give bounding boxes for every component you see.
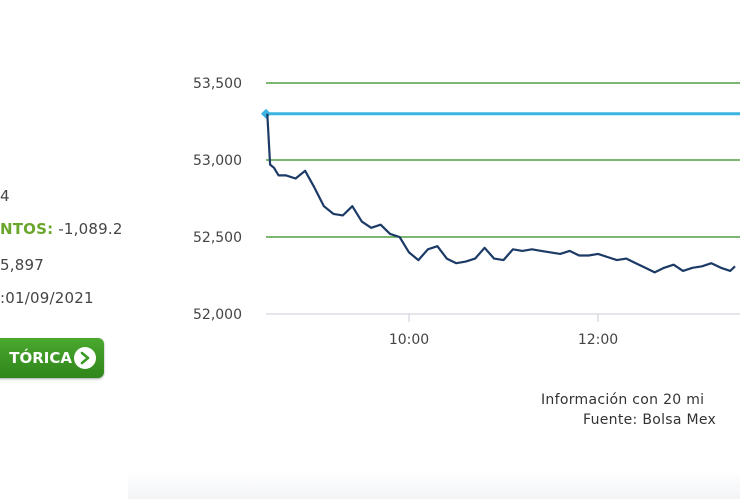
summary-line-3: 5,897 bbox=[0, 256, 44, 274]
reference-marker bbox=[261, 108, 271, 119]
summary-date-value: :01/09/2021 bbox=[0, 289, 94, 307]
y-tick-label: 52,000 bbox=[193, 307, 242, 323]
x-tick-label: 12:00 bbox=[578, 332, 618, 348]
bottom-band bbox=[128, 470, 740, 499]
delay-note: Información con 20 mi bbox=[541, 392, 705, 408]
summary-points: NTOS: -1,089.2 bbox=[0, 220, 123, 238]
points-value: -1,089.2 bbox=[53, 220, 123, 238]
y-tick-label: 52,500 bbox=[193, 230, 242, 246]
summary-line-1-value: 4 bbox=[0, 187, 10, 205]
points-label: NTOS: bbox=[0, 220, 54, 238]
source-note: Fuente: Bolsa Mex bbox=[583, 412, 717, 428]
summary-line-3-value: 5,897 bbox=[0, 256, 44, 274]
history-button[interactable]: TÓRICA bbox=[0, 338, 104, 378]
summary-date: :01/09/2021 bbox=[0, 289, 94, 307]
y-tick-label: 53,000 bbox=[193, 153, 242, 169]
x-tick-label: 10:00 bbox=[389, 332, 429, 348]
chevron-right-icon bbox=[74, 347, 96, 369]
y-tick-label: 53,500 bbox=[193, 76, 242, 92]
series-line bbox=[266, 113, 736, 274]
summary-line-1: 4 bbox=[0, 187, 10, 205]
history-button-label: TÓRICA bbox=[9, 349, 72, 367]
